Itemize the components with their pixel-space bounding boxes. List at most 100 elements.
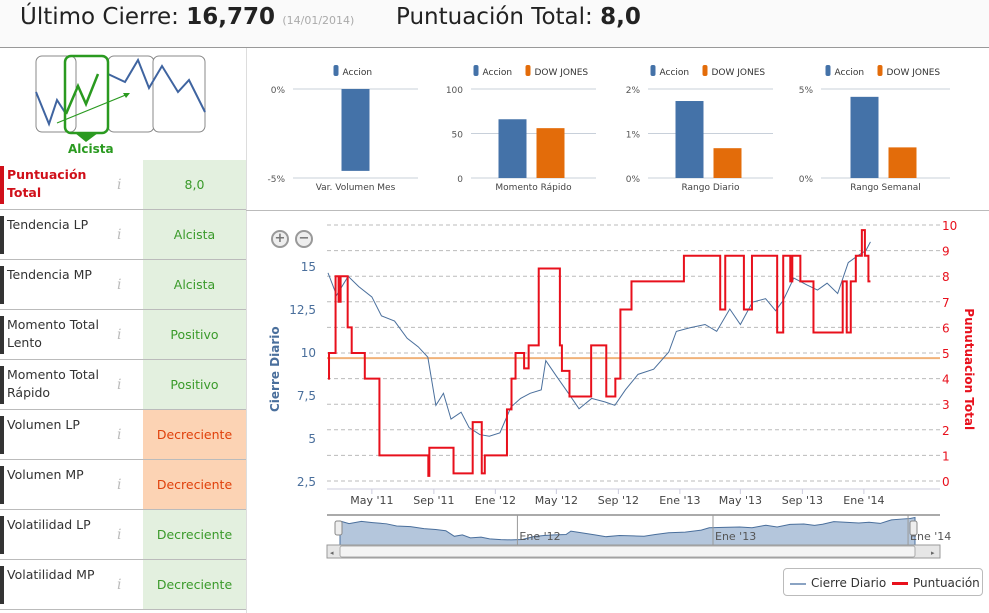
info-icon[interactable]: i bbox=[117, 427, 122, 443]
indicator-value: Decreciente bbox=[143, 510, 246, 559]
indicator-row: Volumen MP i Decreciente bbox=[0, 460, 246, 510]
bar bbox=[536, 128, 565, 178]
indicator-value: Positivo bbox=[143, 360, 246, 409]
indicator-label: Tendencia LP bbox=[7, 217, 89, 232]
bar bbox=[341, 89, 370, 171]
y2-tick-label: 6 bbox=[942, 321, 950, 335]
trend-icon bbox=[35, 54, 206, 142]
y2-tick-label: 3 bbox=[942, 398, 950, 412]
total-score-value: 8,0 bbox=[600, 4, 641, 30]
indicator-value: Alcista bbox=[143, 260, 246, 309]
scroll-left-icon: ◂ bbox=[330, 549, 334, 557]
row-marker bbox=[0, 416, 4, 454]
y2-tick-label: 8 bbox=[942, 270, 950, 284]
y2-tick-label: 7 bbox=[942, 296, 950, 310]
navigator-tick-label: Ene '13 bbox=[715, 530, 756, 543]
y-tick-label: 5 bbox=[308, 432, 316, 446]
legend-label: Accion bbox=[343, 68, 373, 78]
indicator-row: Volumen LP i Decreciente bbox=[0, 410, 246, 460]
info-icon[interactable]: i bbox=[117, 277, 122, 293]
navigator-handle[interactable] bbox=[334, 520, 343, 536]
row-marker bbox=[0, 316, 4, 354]
indicator-value: Decreciente bbox=[143, 410, 246, 459]
indicator-list: Puntuación Total i 8,0 Tendencia LP i Alcista… bbox=[0, 160, 246, 610]
x-tick-label: Ene '13 bbox=[659, 494, 700, 507]
total-score-label: Puntuación Total: bbox=[396, 4, 593, 30]
navigator-handle[interactable] bbox=[909, 520, 918, 536]
zoom-controls: + − bbox=[271, 227, 319, 248]
x-axis-label: Rango Diario bbox=[681, 183, 740, 193]
info-icon[interactable]: i bbox=[117, 177, 122, 193]
indicator-label: Tendencia MP bbox=[7, 267, 92, 282]
y2-tick-label: 9 bbox=[942, 245, 950, 259]
indicator-label: Momento Total Lento bbox=[7, 317, 99, 350]
x-tick-label: Ene '12 bbox=[475, 494, 516, 507]
indicator-row: Volatilidad LP i Decreciente bbox=[0, 510, 246, 560]
y-tick-label: 5% bbox=[799, 86, 814, 96]
navigator-tick-label: Ene '14 bbox=[910, 530, 951, 543]
legend-label: Accion bbox=[483, 68, 513, 78]
y2-tick-label: 5 bbox=[942, 347, 950, 361]
y-tick-label: 0 bbox=[457, 175, 463, 185]
x-tick-label: Ene '14 bbox=[843, 494, 884, 507]
y-tick-label: 12,5 bbox=[289, 303, 316, 317]
x-axis-label: Rango Semanal bbox=[850, 183, 921, 193]
row-marker bbox=[0, 466, 4, 504]
indicator-label: Volatilidad MP bbox=[7, 567, 95, 582]
info-icon[interactable]: i bbox=[117, 377, 122, 393]
navigator-area bbox=[339, 516, 916, 546]
bar bbox=[713, 148, 742, 178]
info-icon[interactable]: i bbox=[117, 577, 122, 593]
total-score: Puntuación Total: 8,0 bbox=[396, 4, 641, 30]
legend-item-close[interactable]: Cierre Diario bbox=[790, 576, 886, 590]
indicator-row: Volatilidad MP i Decreciente bbox=[0, 560, 246, 610]
last-close-date: (14/01/2014) bbox=[282, 14, 355, 27]
y-tick-label: 1% bbox=[626, 131, 641, 141]
x-tick-label: May '13 bbox=[719, 494, 762, 507]
legend-item-score[interactable]: Puntuación bbox=[892, 576, 980, 590]
info-icon[interactable]: i bbox=[117, 477, 122, 493]
legend-swatch bbox=[525, 65, 531, 76]
indicator-label: Puntuación Total bbox=[7, 167, 87, 200]
y2-axis-title: Punutuacion Total bbox=[962, 308, 976, 430]
legend-label: Accion bbox=[835, 68, 865, 78]
row-marker bbox=[0, 166, 4, 204]
y2-tick-label: 4 bbox=[942, 373, 950, 387]
indicator-label: Volatilidad LP bbox=[7, 517, 91, 532]
x-tick-label: Sep '11 bbox=[413, 494, 454, 507]
indicator-row: Momento Total Rápido i Positivo bbox=[0, 360, 246, 410]
indicator-value: Decreciente bbox=[143, 460, 246, 509]
main-chart[interactable]: 2,5 5 7,5 10 12,5 15 0 1 2 3 4 5 6 7 8 9 10 Cierre Diario… bbox=[250, 212, 989, 562]
y-tick-label: -5% bbox=[267, 175, 285, 185]
zoom-out-icon[interactable]: − bbox=[295, 230, 313, 248]
y-tick-label: 2% bbox=[626, 86, 641, 96]
bar bbox=[498, 119, 527, 178]
row-marker bbox=[0, 566, 4, 604]
bar bbox=[850, 96, 879, 178]
indicator-value: Decreciente bbox=[143, 560, 246, 609]
y-tick-label: 10 bbox=[301, 346, 316, 360]
legend-label: Accion bbox=[660, 68, 690, 78]
trend-label: Alcista bbox=[68, 142, 114, 156]
close-series-line bbox=[327, 241, 871, 437]
legend-label: DOW JONES bbox=[712, 68, 766, 78]
y2-tick-label: 2 bbox=[942, 424, 950, 438]
y-tick-label: 2,5 bbox=[297, 475, 316, 489]
row-marker bbox=[0, 216, 4, 254]
indicator-label: Volumen MP bbox=[7, 467, 84, 482]
bar bbox=[675, 101, 704, 178]
indicator-row: Momento Total Lento i Positivo bbox=[0, 310, 246, 360]
row-marker bbox=[0, 266, 4, 304]
info-icon[interactable]: i bbox=[117, 227, 122, 243]
scrollbar-thumb[interactable] bbox=[339, 545, 916, 558]
header: Último Cierre: 16,770 (14/01/2014) Puntu… bbox=[0, 0, 989, 48]
zoom-in-icon[interactable]: + bbox=[271, 230, 289, 248]
legend-label: Puntuación bbox=[913, 576, 980, 590]
info-icon[interactable]: i bbox=[117, 527, 122, 543]
y2-tick-label: 0 bbox=[942, 475, 950, 489]
y-tick-label: 0% bbox=[271, 86, 286, 96]
info-icon[interactable]: i bbox=[117, 327, 122, 343]
y2-tick-label: 10 bbox=[942, 219, 957, 233]
legend-swatch bbox=[825, 65, 831, 76]
divider bbox=[246, 210, 989, 211]
